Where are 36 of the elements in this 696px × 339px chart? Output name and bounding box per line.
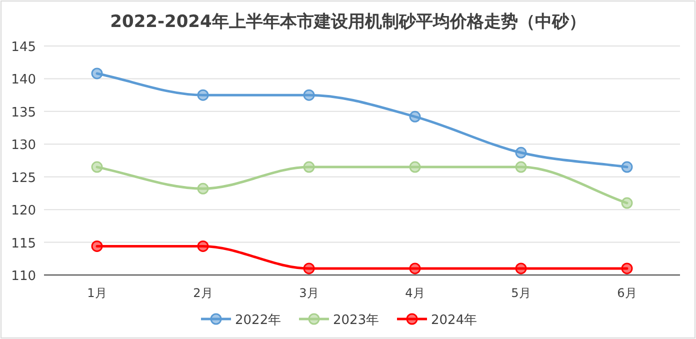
y-tick-label: 115 (11, 236, 36, 252)
legend-label: 2023年 (333, 313, 380, 328)
point (515, 146, 527, 158)
point (197, 240, 209, 252)
y-tick-label: 125 (11, 170, 36, 186)
y-tick-label: 135 (11, 105, 36, 120)
legend-label: 2022年 (235, 313, 282, 328)
y-tick-label: 145 (11, 40, 36, 55)
x-tick-label: 2月 (193, 286, 213, 300)
point (91, 161, 103, 173)
point (303, 262, 315, 274)
point (303, 161, 315, 173)
x-tick-label: 1月 (87, 286, 107, 300)
point (621, 197, 633, 209)
point (409, 110, 421, 122)
point (515, 262, 527, 274)
point (621, 161, 633, 173)
y-tick-label: 130 (11, 138, 36, 154)
legend-label: 2024年 (431, 313, 478, 328)
point (91, 68, 103, 80)
y-tick-label: 110 (11, 269, 36, 284)
x-tick-label: 3月 (299, 286, 319, 300)
y-tick-label: 120 (11, 204, 36, 219)
point (515, 161, 527, 173)
point (409, 161, 421, 173)
chart-title: 2022-2024年上半年本市建设用机制砂平均价格走势（中砂） (110, 12, 586, 32)
point (303, 89, 315, 101)
point (197, 89, 209, 101)
x-tick-label: 5月 (511, 286, 531, 300)
point (409, 262, 421, 274)
x-tick-label: 4月 (405, 286, 425, 300)
point (197, 182, 209, 194)
point (91, 240, 103, 252)
y-tick-label: 140 (11, 72, 36, 88)
x-tick-label: 6月 (617, 286, 637, 300)
point (621, 262, 633, 274)
